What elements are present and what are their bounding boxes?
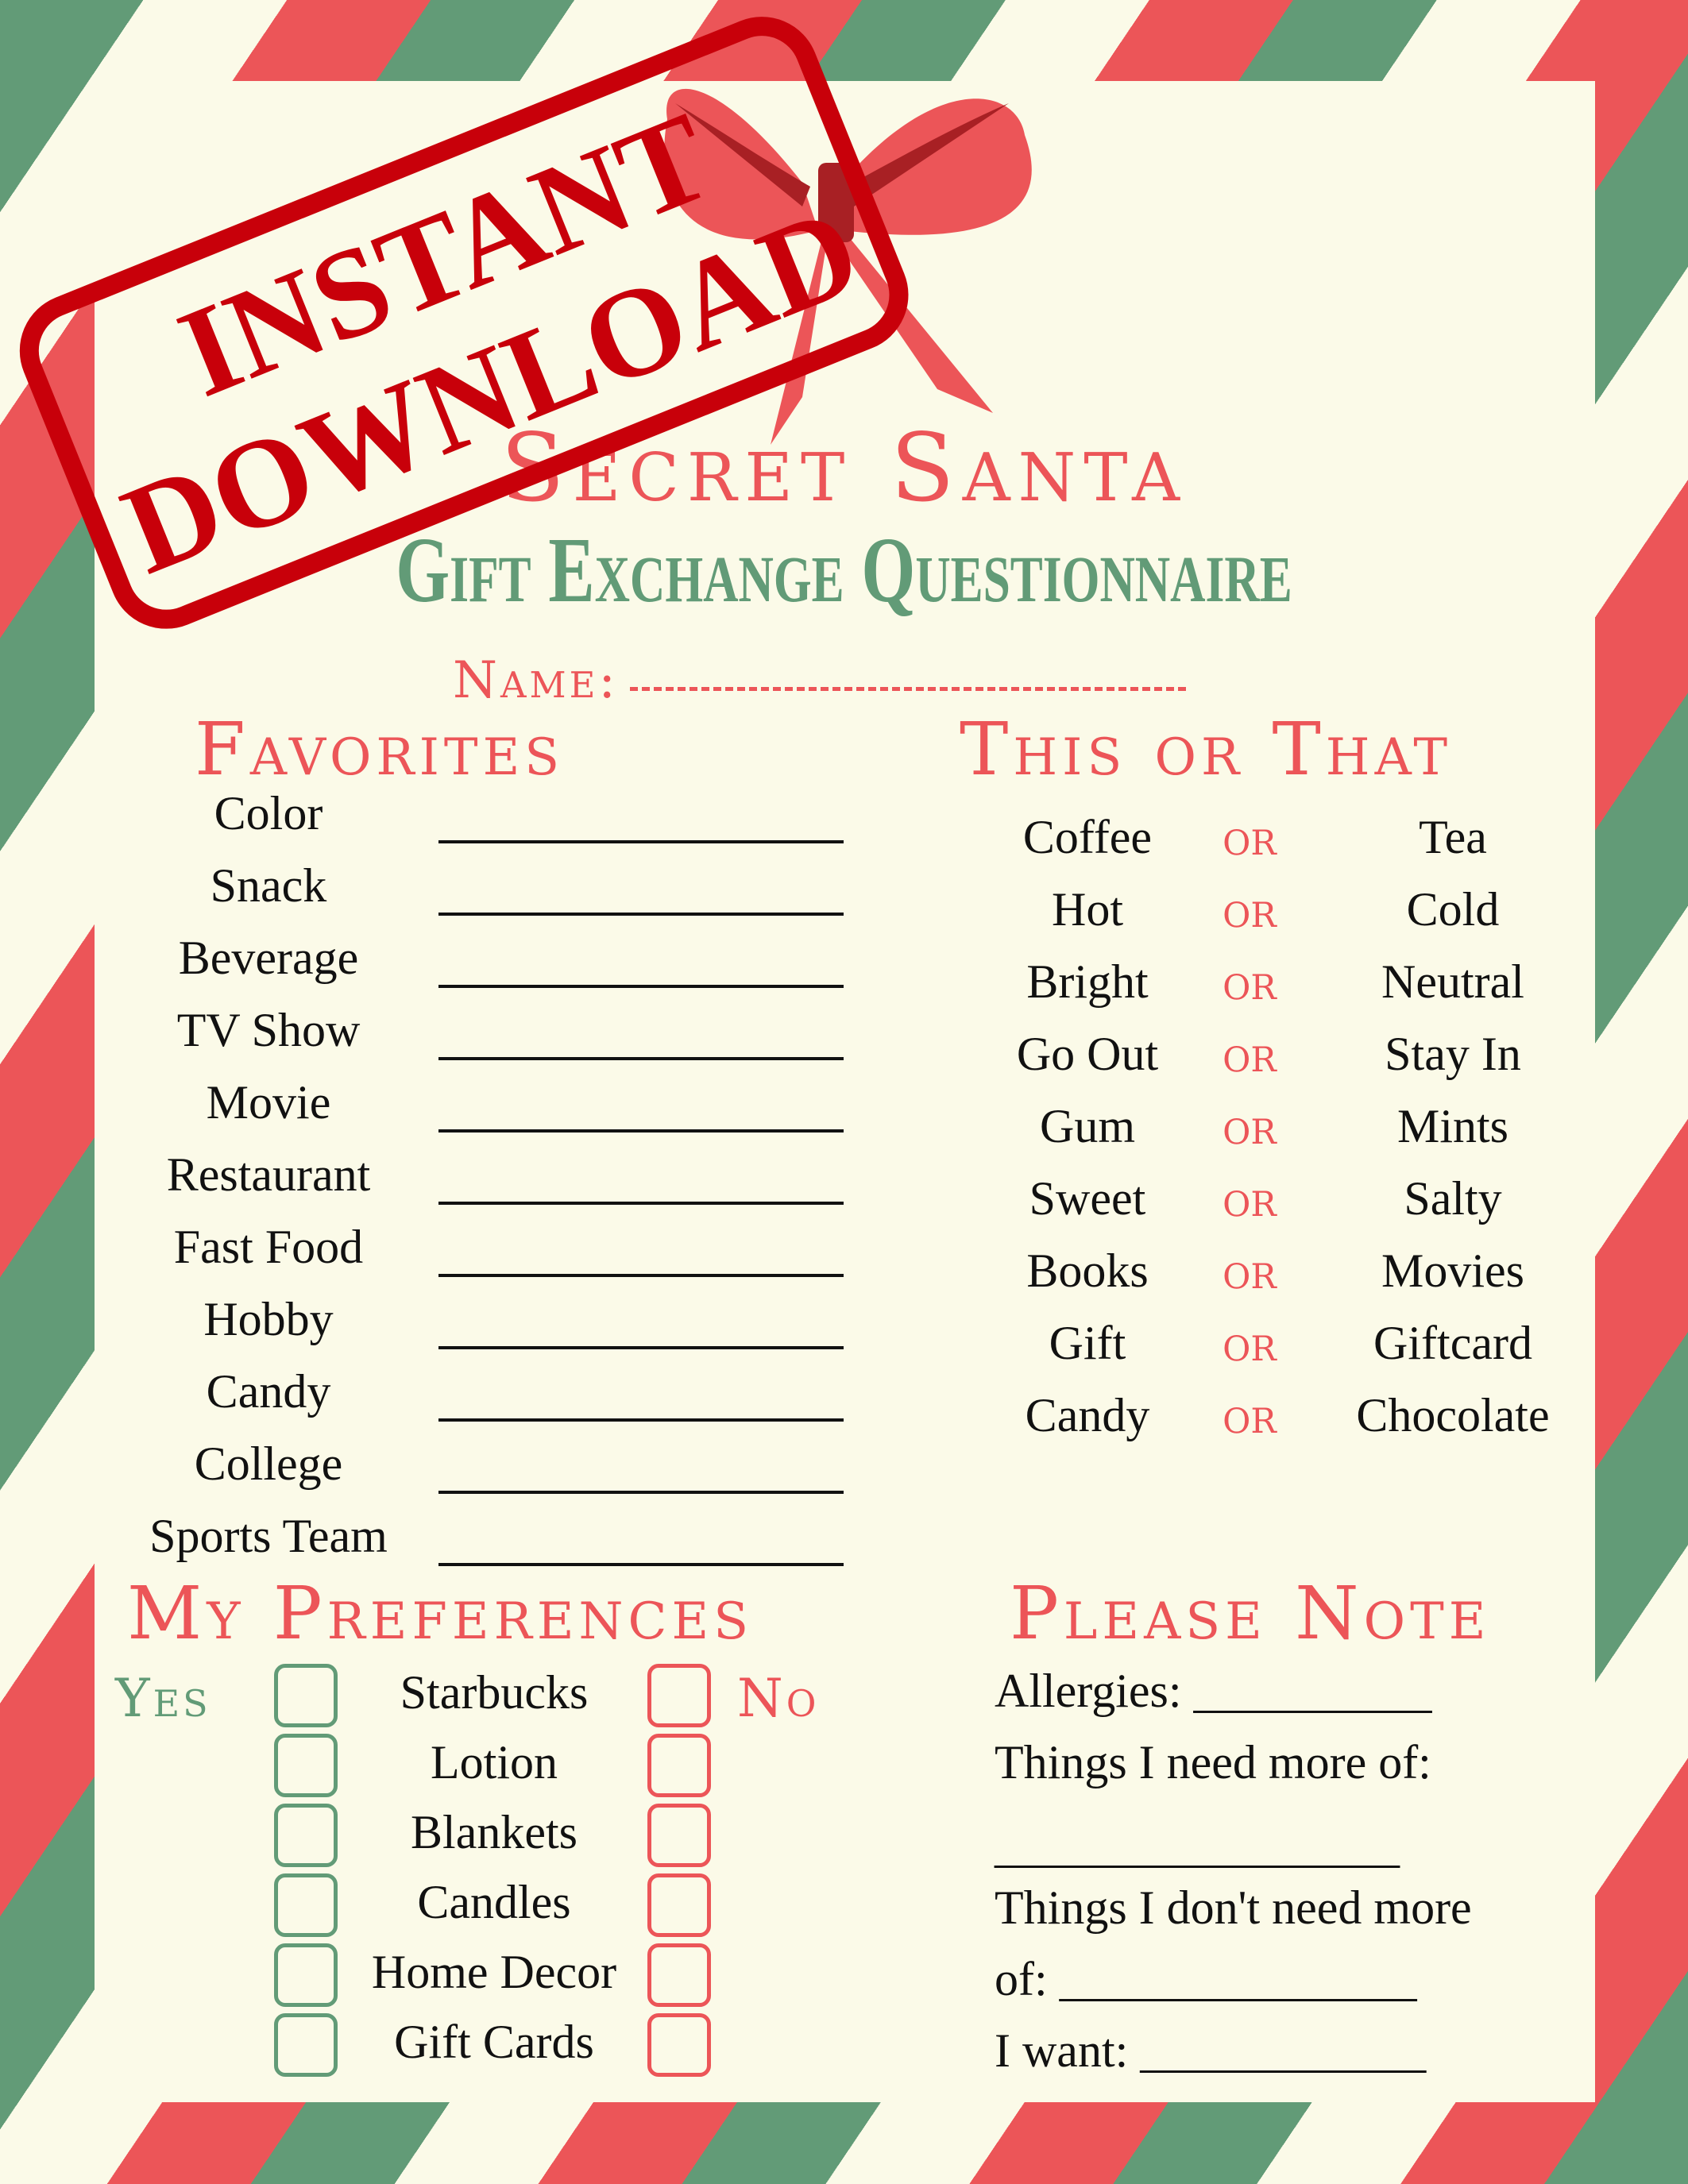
option-right[interactable]: Salty bbox=[1404, 1172, 1502, 1225]
no-checkbox[interactable] bbox=[647, 1943, 711, 2007]
favorite-label: Fast Food bbox=[173, 1221, 364, 1273]
page-subtitle: Gift Exchange Questionnaire bbox=[396, 518, 1292, 622]
option-left[interactable]: Hot bbox=[1052, 883, 1123, 936]
favorite-answer-line[interactable] bbox=[438, 1491, 844, 1494]
favorite-answer-line[interactable] bbox=[438, 840, 844, 843]
favorite-label: Candy bbox=[206, 1365, 331, 1418]
option-left[interactable]: Books bbox=[1026, 1244, 1149, 1297]
or-label: or bbox=[1223, 1242, 1277, 1300]
yes-checkbox[interactable] bbox=[274, 1734, 338, 1797]
option-right[interactable]: Neutral bbox=[1381, 955, 1524, 1008]
name-field[interactable]: Name: bbox=[453, 651, 1186, 710]
favorite-answer-line[interactable] bbox=[438, 1202, 844, 1205]
option-right[interactable]: Chocolate bbox=[1356, 1389, 1550, 1441]
name-line bbox=[630, 687, 1186, 691]
note-line[interactable]: Things I don't need more bbox=[995, 1881, 1472, 1934]
or-label: or bbox=[1223, 1387, 1277, 1445]
favorite-label: Color bbox=[214, 787, 323, 839]
option-right[interactable]: Tea bbox=[1419, 811, 1487, 863]
option-left[interactable]: Bright bbox=[1026, 955, 1149, 1008]
preference-label: Blankets bbox=[411, 1806, 577, 1858]
option-right[interactable]: Stay In bbox=[1385, 1028, 1521, 1080]
note-line[interactable]: I want: ____________ bbox=[995, 2024, 1427, 2077]
or-label: or bbox=[1223, 953, 1277, 1011]
option-left[interactable]: Candy bbox=[1025, 1389, 1150, 1441]
preference-label: Starbucks bbox=[400, 1666, 589, 1719]
option-left[interactable]: Coffee bbox=[1022, 811, 1153, 863]
favorite-answer-line[interactable] bbox=[438, 985, 844, 988]
favorite-label: Snack bbox=[210, 859, 327, 912]
favorite-label: Restaurant bbox=[166, 1148, 371, 1201]
option-right[interactable]: Cold bbox=[1406, 883, 1500, 936]
page-title: Secret Santa bbox=[500, 413, 1188, 523]
note-line[interactable]: _________________ bbox=[995, 1819, 1400, 1872]
option-left[interactable]: Gum bbox=[1040, 1100, 1135, 1152]
preference-label: Home Decor bbox=[371, 1946, 617, 1998]
note-line[interactable]: Things I need more of: bbox=[995, 1736, 1431, 1788]
no-checkbox[interactable] bbox=[647, 1664, 711, 1727]
yes-checkbox[interactable] bbox=[274, 2013, 338, 2077]
option-right[interactable]: Movies bbox=[1381, 1244, 1524, 1297]
yes-checkbox[interactable] bbox=[274, 1664, 338, 1727]
favorite-answer-line[interactable] bbox=[438, 913, 844, 916]
option-left[interactable]: Go Out bbox=[1016, 1028, 1159, 1080]
favorite-label: Sports Team bbox=[149, 1510, 388, 1562]
questionnaire-card bbox=[95, 81, 1595, 2102]
please-note-heading: Please Note bbox=[1010, 1571, 1491, 1656]
favorite-answer-line[interactable] bbox=[438, 1563, 844, 1566]
yes-checkbox[interactable] bbox=[274, 1873, 338, 1937]
favorite-answer-line[interactable] bbox=[438, 1057, 844, 1060]
or-label: or bbox=[1223, 1098, 1277, 1156]
note-line[interactable]: of: _______________ bbox=[995, 1953, 1417, 2005]
option-right[interactable]: Mints bbox=[1396, 1100, 1509, 1152]
yes-label: Yes bbox=[115, 1668, 211, 1729]
preference-label: Lotion bbox=[431, 1736, 558, 1788]
or-label: or bbox=[1223, 881, 1277, 939]
or-label: or bbox=[1223, 1314, 1277, 1372]
no-checkbox[interactable] bbox=[647, 1804, 711, 1867]
preferences-heading: My Preferences bbox=[127, 1571, 754, 1656]
favorites-heading: Favorites bbox=[195, 707, 565, 792]
option-right[interactable]: Giftcard bbox=[1373, 1317, 1532, 1369]
no-checkbox[interactable] bbox=[647, 1734, 711, 1797]
bow-icon bbox=[664, 88, 1032, 445]
favorite-label: Hobby bbox=[203, 1293, 334, 1345]
no-checkbox[interactable] bbox=[647, 1873, 711, 1937]
yes-checkbox[interactable] bbox=[274, 1943, 338, 2007]
this-or-that-heading: This or That bbox=[960, 707, 1453, 792]
preference-label: Gift Cards bbox=[394, 2016, 594, 2068]
no-label: No bbox=[737, 1668, 820, 1729]
or-label: or bbox=[1223, 1170, 1277, 1228]
preference-label: Candles bbox=[417, 1876, 571, 1928]
name-label: Name: bbox=[453, 651, 619, 710]
instant-download-stamp: INSTANT DOWNLOAD bbox=[19, 17, 909, 629]
or-label: or bbox=[1223, 808, 1277, 866]
option-left[interactable]: Gift bbox=[1049, 1317, 1126, 1369]
favorite-label: Beverage bbox=[178, 932, 359, 984]
favorite-answer-line[interactable] bbox=[438, 1274, 844, 1277]
or-label: or bbox=[1223, 1025, 1277, 1083]
favorite-label: College bbox=[194, 1437, 343, 1490]
favorite-answer-line[interactable] bbox=[438, 1129, 844, 1133]
no-checkbox[interactable] bbox=[647, 2013, 711, 2077]
note-line[interactable]: Allergies: __________ bbox=[995, 1665, 1432, 1717]
favorite-label: TV Show bbox=[176, 1004, 361, 1056]
yes-checkbox[interactable] bbox=[274, 1804, 338, 1867]
favorite-answer-line[interactable] bbox=[438, 1418, 844, 1422]
option-left[interactable]: Sweet bbox=[1029, 1172, 1146, 1225]
favorite-label: Movie bbox=[206, 1076, 331, 1129]
favorite-answer-line[interactable] bbox=[438, 1346, 844, 1349]
